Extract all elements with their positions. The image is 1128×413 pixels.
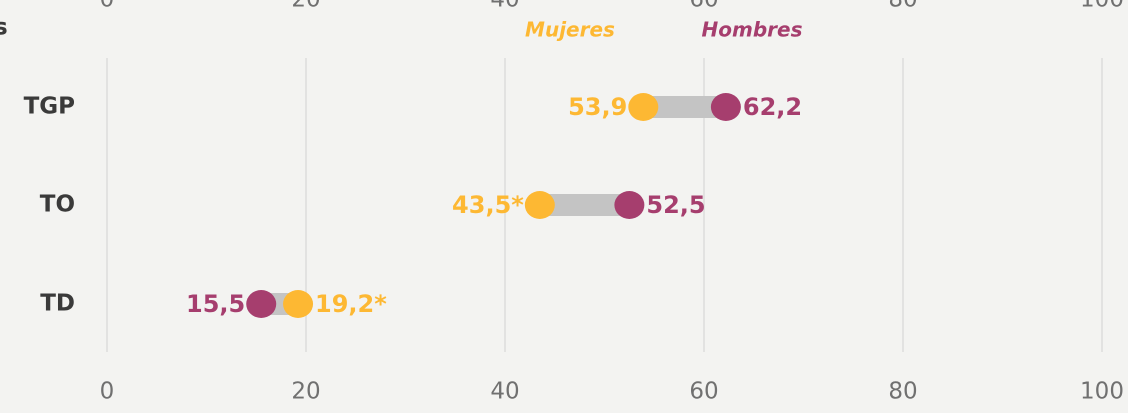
x-tick-label: 80 xyxy=(888,379,917,405)
data-label: 15,5 xyxy=(186,290,245,318)
x-tick-label-top: 80 xyxy=(888,0,917,13)
dot xyxy=(628,93,659,121)
legend-entry: Hombres xyxy=(702,18,803,42)
data-label: 52,5 xyxy=(646,191,705,219)
dot xyxy=(283,290,314,318)
data-label: 53,9 xyxy=(568,93,627,121)
data-label: 19,2* xyxy=(315,290,387,318)
x-tick-label-top: 0 xyxy=(100,0,115,13)
data-label: 43,5* xyxy=(452,191,524,219)
y-tick-label: TO xyxy=(40,192,75,218)
x-tick-label: 100 xyxy=(1080,379,1124,405)
x-tick-label: 60 xyxy=(689,379,718,405)
x-tick-label-top: 100 xyxy=(1080,0,1124,13)
dot xyxy=(710,93,741,121)
y-axis-title: s xyxy=(0,15,8,41)
dot xyxy=(614,191,645,219)
legend-entry: Mujeres xyxy=(525,18,615,42)
x-tick-label-top: 20 xyxy=(291,0,320,13)
data-label: 62,2 xyxy=(743,93,802,121)
x-tick-label-top: 60 xyxy=(689,0,718,13)
dot xyxy=(246,290,277,318)
y-tick-label: TGP xyxy=(24,94,75,120)
y-tick-label: TD xyxy=(40,291,75,317)
x-tick-label: 40 xyxy=(490,379,519,405)
dot xyxy=(524,191,555,219)
x-tick-label: 0 xyxy=(100,379,115,405)
x-tick-label: 20 xyxy=(291,379,320,405)
x-tick-label-top: 40 xyxy=(490,0,519,13)
